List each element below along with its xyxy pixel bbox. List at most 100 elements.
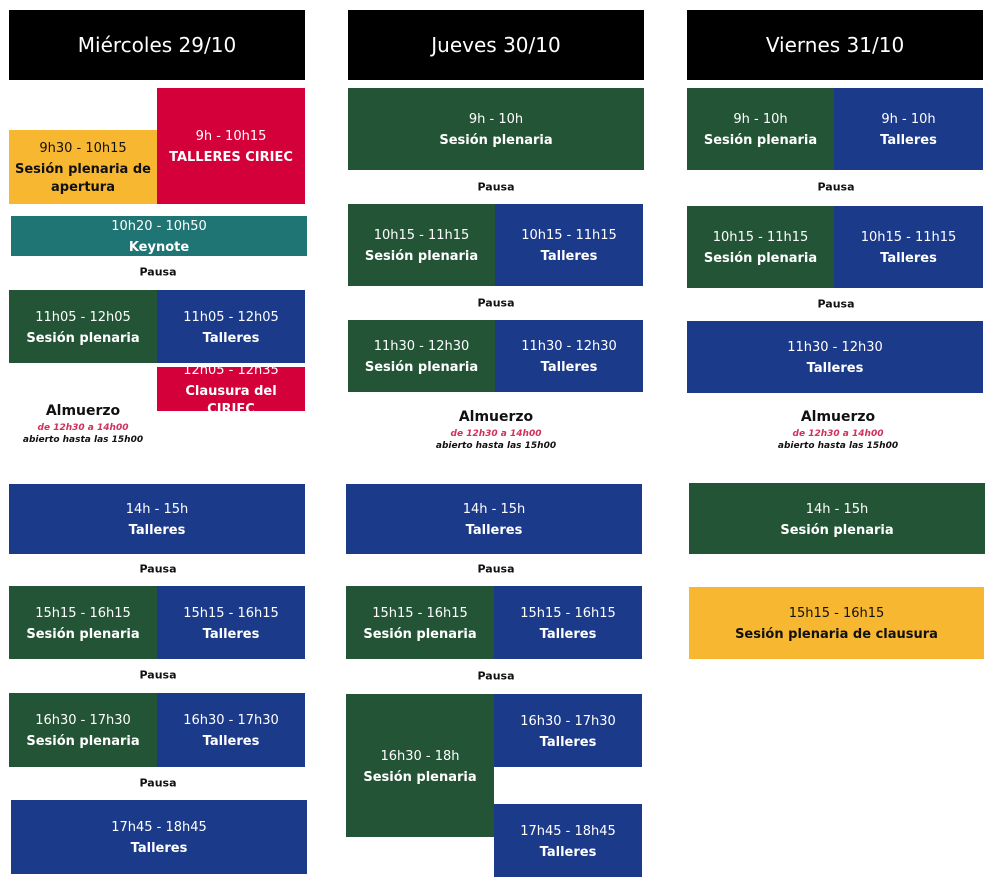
session-time: 10h15 - 11h15 bbox=[521, 228, 617, 243]
session-title: Sesión plenaria bbox=[26, 626, 140, 642]
lunch-title: Almuerzo bbox=[800, 409, 876, 425]
session-block: 9h30 - 10h15 Sesión plenaria de apertura bbox=[9, 130, 157, 204]
lunch-info: Almuerzo de 12h30 a 14h00 abierto hasta la… bbox=[436, 409, 556, 451]
session-block: 11h30 - 12h30 Talleres bbox=[495, 320, 643, 392]
session-block: 11h05 - 12h05 Talleres bbox=[157, 290, 305, 363]
session-title: Sesión plenaria bbox=[780, 522, 894, 538]
session-title: Sesión plenaria bbox=[364, 360, 479, 375]
session-time: 14h - 15h bbox=[805, 501, 869, 517]
session-time: 9h - 10h bbox=[881, 112, 936, 127]
session-time: 15h15 - 16h15 bbox=[788, 606, 885, 621]
session-title: Sesión plenaria de clausura bbox=[735, 627, 938, 642]
session-time: 11h30 - 12h30 bbox=[521, 339, 617, 354]
session-time: 11h05 - 12h05 bbox=[35, 309, 131, 325]
session-title: Keynote bbox=[128, 240, 190, 255]
session-block: 9h - 10h Talleres bbox=[834, 88, 983, 170]
session-title: Sesión plenaria bbox=[703, 133, 818, 148]
session-block: 15h15 - 16h15 Sesión plenaria de clausura bbox=[689, 587, 984, 659]
session-time: 15h15 - 16h15 bbox=[183, 605, 279, 621]
session-title: Sesión plenaria bbox=[363, 626, 477, 642]
session-block: 11h30 - 12h30 Talleres bbox=[687, 321, 983, 393]
session-title: Sesión plenaria bbox=[703, 251, 818, 266]
session-block: 16h30 - 17h30 Talleres bbox=[494, 694, 642, 767]
session-time: 11h30 - 12h30 bbox=[373, 339, 470, 354]
session-time: 15h15 - 16h15 bbox=[520, 605, 616, 621]
session-title: TALLERES CIRIEC bbox=[169, 150, 293, 165]
session-title: Talleres bbox=[202, 734, 260, 749]
pause-label: Pausa bbox=[817, 297, 855, 311]
session-time: 16h30 - 18h bbox=[380, 748, 460, 764]
session-time: 17h45 - 18h45 bbox=[111, 820, 207, 835]
session-title: Talleres bbox=[539, 844, 597, 860]
session-title: Sesión plenaria bbox=[364, 249, 479, 264]
session-title: Talleres bbox=[880, 133, 937, 148]
pause-label: Pausa bbox=[477, 180, 515, 194]
session-block: 10h15 - 11h15 Sesión plenaria bbox=[348, 204, 495, 286]
session-title: Talleres bbox=[540, 249, 598, 264]
day-header: Miércoles 29/10 bbox=[9, 10, 305, 80]
session-time: 10h15 - 11h15 bbox=[712, 230, 809, 245]
session-time: 9h30 - 10h15 bbox=[39, 141, 127, 156]
lunch-title: Almuerzo bbox=[458, 409, 534, 425]
lunch-title: Almuerzo bbox=[45, 403, 121, 419]
session-block: 15h15 - 16h15 Sesión plenaria bbox=[346, 586, 494, 659]
session-block: 15h15 - 16h15 Talleres bbox=[157, 586, 305, 659]
session-block: 15h15 - 16h15 Talleres bbox=[494, 586, 642, 659]
lunch-note: abierto hasta las 15h00 bbox=[777, 441, 899, 451]
session-title: Talleres bbox=[880, 251, 937, 266]
lunch-note: abierto hasta las 15h00 bbox=[435, 441, 557, 451]
session-title: Sesión plenaria bbox=[26, 330, 140, 346]
session-time: 15h15 - 16h15 bbox=[35, 605, 131, 621]
pause-label: Pausa bbox=[139, 265, 177, 279]
session-time: 11h30 - 12h30 bbox=[787, 340, 883, 355]
session-title: Talleres bbox=[806, 361, 864, 376]
session-title: Sesión plenaria bbox=[439, 133, 553, 148]
pause-label: Pausa bbox=[139, 562, 177, 576]
session-time: 16h30 - 17h30 bbox=[183, 713, 279, 728]
session-time: 16h30 - 17h30 bbox=[35, 713, 131, 728]
pause-label: Pausa bbox=[477, 669, 515, 683]
session-time: 9h - 10h bbox=[468, 112, 524, 127]
session-block: 14h - 15h Talleres bbox=[346, 484, 642, 554]
session-title: Talleres bbox=[130, 841, 188, 856]
session-time: 9h - 10h bbox=[733, 112, 788, 127]
session-block: 17h45 - 18h45 Talleres bbox=[494, 804, 642, 877]
pause-label: Pausa bbox=[817, 180, 855, 194]
session-title: Sesión plenaria bbox=[26, 734, 140, 749]
session-title: Talleres bbox=[128, 523, 186, 538]
session-block: 11h05 - 12h05 Sesión plenaria bbox=[9, 290, 157, 363]
lunch-info: Almuerzo de 12h30 a 14h00 abierto hasta la… bbox=[778, 409, 898, 451]
session-title: Talleres bbox=[540, 360, 598, 375]
session-time: 14h - 15h bbox=[462, 502, 526, 517]
session-title: Talleres bbox=[202, 330, 260, 346]
session-block: 16h30 - 17h30 Talleres bbox=[157, 693, 305, 767]
lunch-hours: de 12h30 a 14h00 bbox=[37, 423, 129, 433]
session-time: 14h - 15h bbox=[125, 502, 189, 517]
session-time: 11h05 - 12h05 bbox=[183, 309, 279, 325]
session-block: 9h - 10h Sesión plenaria bbox=[687, 88, 834, 170]
pause-label: Pausa bbox=[139, 776, 177, 790]
session-title: Clausura del CIRIEC bbox=[185, 384, 277, 417]
session-title: Talleres bbox=[465, 523, 523, 538]
session-block: 14h - 15h Talleres bbox=[9, 484, 305, 554]
session-time: 10h20 - 10h50 bbox=[111, 219, 207, 234]
session-block: 15h15 - 16h15 Sesión plenaria bbox=[9, 586, 157, 659]
lunch-hours: de 12h30 a 14h00 bbox=[450, 429, 542, 439]
session-time: 9h - 10h15 bbox=[195, 129, 267, 144]
session-time: 10h15 - 11h15 bbox=[860, 230, 957, 245]
pause-label: Pausa bbox=[477, 562, 515, 576]
day-header: Viernes 31/10 bbox=[687, 10, 983, 80]
session-time: 12h05 - 12h35 bbox=[183, 363, 279, 378]
session-time: 17h45 - 18h45 bbox=[520, 823, 616, 839]
lunch-info: Almuerzo de 12h30 a 14h00 abierto hasta la… bbox=[23, 403, 143, 445]
day-header: Jueves 30/10 bbox=[348, 10, 644, 80]
session-block: 11h30 - 12h30 Sesión plenaria bbox=[348, 320, 495, 392]
session-title: Talleres bbox=[539, 626, 597, 642]
session-title: Sesión plenaria bbox=[363, 769, 477, 785]
session-title: Sesión plenaria de apertura bbox=[15, 162, 151, 195]
session-block: 17h45 - 18h45 Talleres bbox=[11, 800, 307, 874]
session-block: 9h - 10h15 TALLERES CIRIEC bbox=[157, 88, 305, 204]
session-block: 12h05 - 12h35 Clausura del CIRIEC bbox=[157, 363, 305, 417]
session-block: 9h - 10h Sesión plenaria bbox=[348, 88, 644, 170]
